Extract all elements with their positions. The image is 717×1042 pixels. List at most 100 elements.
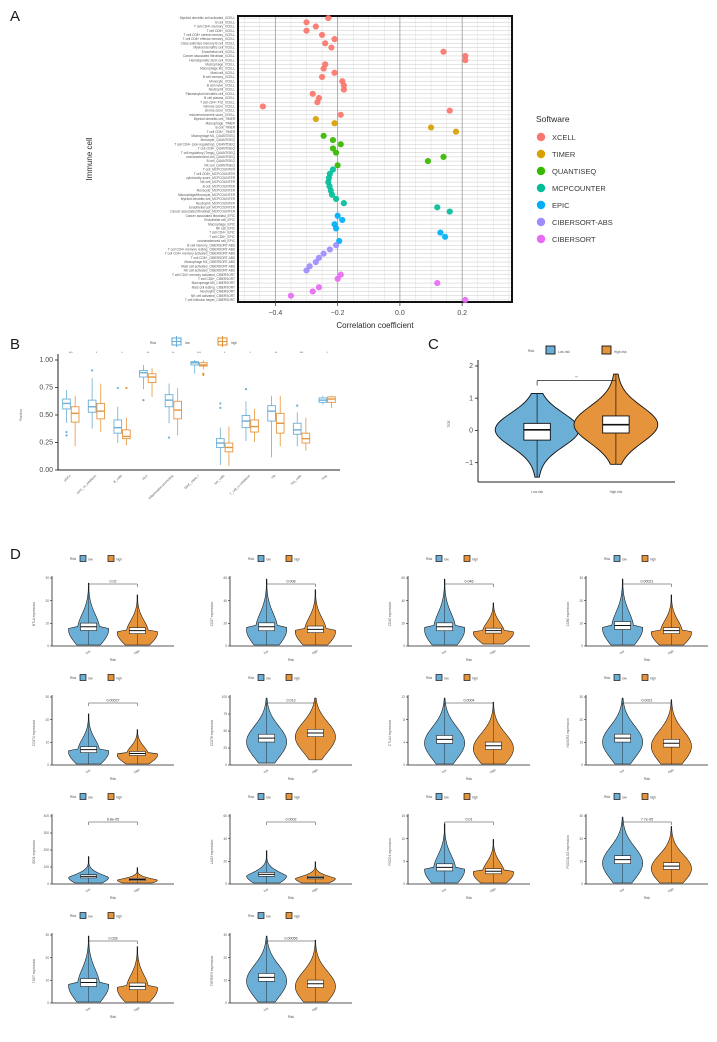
panel-c-legend-item-high-risk: High-risk bbox=[601, 345, 627, 355]
panel-a-point bbox=[434, 204, 441, 211]
panel-d-violin-high bbox=[472, 839, 514, 884]
panel-d-ytick: 0 bbox=[47, 763, 49, 767]
panel-d-plot: Risk low high 0 5 10 15 PDCD1 expression low high… bbox=[388, 793, 530, 900]
panel-d-yaxis-label: PDCD1LG2 expression bbox=[566, 835, 570, 868]
panel-b-box-high bbox=[224, 426, 234, 467]
panel-d-ytick: 100 bbox=[222, 695, 228, 699]
panel-a-point bbox=[287, 292, 295, 299]
panel-a-point bbox=[339, 216, 346, 224]
panel-a-point bbox=[332, 225, 340, 232]
panel-c-violin-high-risk bbox=[573, 373, 659, 465]
panel-a-ytick-label: Endothelial cell_EPIC bbox=[204, 218, 235, 222]
panel-d-ytick: 0 bbox=[581, 882, 583, 886]
panel-a-point bbox=[446, 208, 453, 215]
panel-a-xtick: −0.4 bbox=[268, 310, 282, 317]
panel-a-point bbox=[331, 36, 338, 43]
panel-a-ytick-label: NK cell_EPIC bbox=[216, 226, 236, 230]
panel-a-point bbox=[315, 284, 323, 291]
svg-text:low: low bbox=[444, 796, 449, 800]
panel-d-xtick-label: low bbox=[85, 768, 92, 774]
panel-a-ytick-label: T cell CD4+ memory activated_CIBERSORT bbox=[172, 273, 235, 277]
panel-d-violin-high bbox=[117, 594, 158, 646]
svg-text:high: high bbox=[650, 558, 656, 562]
panel-b-legend-title: Risk bbox=[150, 341, 157, 345]
svg-text:low: low bbox=[88, 796, 93, 800]
panel-a-xtick: −0.2 bbox=[331, 310, 345, 317]
legend-swatch-cibersort bbox=[536, 234, 546, 244]
panel-b-xtick-label: T_cell_co-inhibition bbox=[229, 474, 251, 496]
panel-d-yaxis-label: CD80 expression bbox=[566, 602, 570, 627]
panel-c-violin-low-risk bbox=[494, 392, 580, 478]
panel-d-xaxis-label: Risk bbox=[110, 1015, 117, 1019]
panel-d-xtick-label: low bbox=[263, 1006, 270, 1012]
panel-d-xaxis-label: Risk bbox=[288, 777, 295, 781]
panel-d-ytick: 20 bbox=[45, 718, 49, 722]
svg-text:Low-risk: Low-risk bbox=[558, 350, 570, 354]
panel-a-point bbox=[325, 15, 332, 22]
panel-d-ytick: 10 bbox=[579, 741, 583, 745]
panel-a-ytick-label: Monocyte_XCELL bbox=[209, 79, 235, 83]
panel-d-legend-item-low: low bbox=[79, 555, 93, 562]
panel-d-violin-low bbox=[424, 578, 466, 646]
legend-label-epic: EPIC bbox=[552, 201, 570, 210]
panel-d-xtick-label: high bbox=[133, 1006, 140, 1013]
svg-text:high: high bbox=[116, 677, 122, 681]
panel-a-legend-title: Software bbox=[536, 114, 570, 124]
panel-b-box-low bbox=[164, 383, 174, 439]
panel-d-letter: D bbox=[10, 546, 21, 563]
panel-d-plot: Risk low high 0 10 20 30 HAVCR2 expression low hi… bbox=[566, 674, 708, 781]
panel-d-plot: Risk low high 0 20 40 60 CD40 expression low high… bbox=[388, 555, 530, 662]
panel-d-legend-item-high: high bbox=[641, 793, 656, 800]
panel-a-ytick-label: Macrophage M0_CIBERSORT bbox=[192, 281, 235, 285]
panel-d-ytick: 20 bbox=[223, 860, 227, 864]
panel-a-point bbox=[309, 288, 316, 295]
panel-a-point bbox=[340, 86, 347, 93]
panel-d-legend-title: Risk bbox=[248, 676, 255, 680]
panel-d-yaxis-label: BTLA expression bbox=[32, 602, 36, 626]
panel-d-ytick: 0 bbox=[403, 763, 405, 767]
panel-b-xtick-label: Th1_cells bbox=[290, 474, 303, 487]
svg-text:low: low bbox=[266, 677, 271, 681]
panel-b-xtick-label: HLA bbox=[141, 473, 149, 481]
panel-d-plot: Risk low high 0 10 20 30 BTLA expression low high… bbox=[32, 555, 174, 662]
panel-d-yaxis-label: HAVCR2 expression bbox=[566, 718, 570, 747]
panel-a-point bbox=[337, 111, 344, 118]
panel-d-ytick: 12 bbox=[401, 695, 405, 699]
panel-d-legend-title: Risk bbox=[248, 914, 255, 918]
panel-a-ytick-label: Cancer associated fibroblast_XCELL bbox=[183, 54, 235, 58]
panel-d-xtick-label: low bbox=[441, 887, 448, 893]
svg-text:low: low bbox=[622, 796, 627, 800]
panel-d-legend-title: Risk bbox=[248, 795, 255, 799]
svg-text:high: high bbox=[294, 796, 300, 800]
panel-d-ytick: 20 bbox=[223, 956, 227, 960]
panel-a-point bbox=[318, 73, 326, 81]
panel-c-ytick: 0 bbox=[469, 428, 473, 435]
panel-d-legend-title: Risk bbox=[70, 676, 77, 680]
panel-d-xaxis-label: Risk bbox=[466, 658, 473, 662]
panel-a-point bbox=[462, 296, 469, 303]
panel-a-point bbox=[440, 48, 447, 55]
legend-swatch-cibersort-abs bbox=[536, 217, 546, 227]
panel-b-box-low bbox=[113, 386, 123, 444]
panel-a-point bbox=[320, 65, 327, 72]
panel-a-ytick-label: immune score_XCELL bbox=[203, 105, 235, 109]
panel-a-ytick-label: Myeloid dendritic cell_TIMER bbox=[194, 117, 236, 121]
panel-b-box-low bbox=[190, 360, 199, 374]
panel-a-ytick-label: Endothelial cell_MCPCOUNTER bbox=[189, 205, 236, 209]
panel-d-ytick: 25 bbox=[223, 746, 227, 750]
panel-d-ytick: 20 bbox=[45, 956, 49, 960]
panel-b-xtick-label: Treg bbox=[321, 474, 329, 482]
panel-d-yaxis-label: LAG3 expression bbox=[210, 840, 214, 865]
panel-d-ytick: 0 bbox=[581, 763, 583, 767]
panel-a-ytick-label: B cell_MCPCOUNTER bbox=[203, 184, 236, 188]
panel-d-violin-high bbox=[651, 594, 692, 646]
panel-d-xtick-label: low bbox=[441, 649, 448, 655]
panel-b-letter: B bbox=[10, 336, 21, 353]
panel-a-point bbox=[332, 242, 340, 249]
panel-a-ytick-label: Neutrophil_CIBERSORT bbox=[200, 290, 235, 294]
legend-swatch-epic bbox=[536, 200, 546, 210]
panel-a-ytick-label: Cancer associated fibroblast_EPIC bbox=[186, 214, 236, 218]
panel-d-legend-title: Risk bbox=[604, 676, 611, 680]
panel-d-ytick: 200 bbox=[44, 848, 50, 852]
panel-a-xtick: 0.2 bbox=[457, 310, 467, 317]
